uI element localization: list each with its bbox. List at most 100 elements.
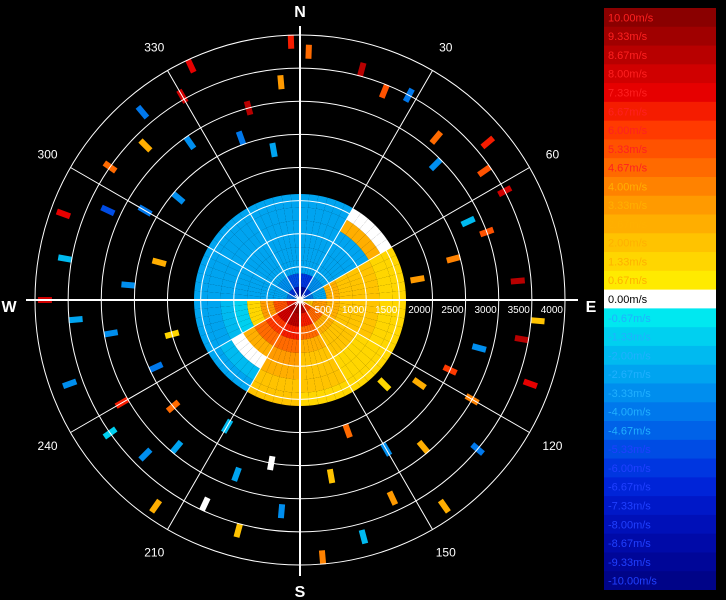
velocity-bin [362, 317, 377, 328]
colorbar-swatch [604, 421, 716, 441]
velocity-echo [57, 254, 73, 263]
velocity-bin [330, 340, 343, 355]
velocity-bin [300, 300, 305, 313]
velocity-bin [231, 254, 246, 267]
velocity-bin [311, 221, 321, 237]
velocity-bin [234, 337, 250, 352]
azimuth-spoke [299, 299, 530, 433]
velocity-bin [328, 262, 341, 275]
velocity-bin [275, 376, 287, 392]
colorbar-swatch [604, 514, 716, 535]
velocity-bin [268, 374, 280, 390]
velocity-bin [233, 294, 248, 300]
velocity-bin [273, 293, 288, 298]
velocity-bin [224, 345, 240, 360]
velocity-bin [281, 279, 292, 291]
velocity-bin [307, 278, 318, 290]
velocity-echo [326, 468, 336, 484]
velocity-bin [309, 308, 321, 319]
velocity-bin [357, 260, 373, 273]
velocity-bin [245, 257, 260, 270]
velocity-bin [337, 334, 351, 347]
velocity-echo [446, 254, 462, 264]
colorbar-label: 8.67m/s [608, 50, 648, 62]
colorbar-label: -8.00m/s [608, 519, 651, 531]
velocity-bin [247, 290, 261, 297]
velocity-bin [349, 313, 364, 323]
velocity-bin [279, 363, 289, 379]
velocity-bin [351, 282, 366, 291]
velocity-echo [169, 439, 184, 455]
velocity-echo [185, 58, 197, 74]
colorbar-swatch [604, 571, 716, 590]
velocity-bin [223, 272, 238, 283]
velocity-bin [247, 300, 261, 305]
velocity-bin [284, 277, 294, 290]
colorbar-label: 6.67m/s [608, 106, 648, 118]
velocity-bin [339, 295, 353, 300]
velocity-echo [235, 130, 247, 146]
velocity-bin [277, 336, 287, 350]
velocity-bin [239, 342, 254, 357]
velocity-bin [305, 220, 314, 235]
colorbar-swatch [604, 158, 716, 178]
velocity-bin [237, 318, 252, 328]
velocity-bin [268, 210, 280, 226]
velocity-bin [300, 339, 305, 353]
colorbar-label: 7.33m/s [608, 87, 648, 99]
velocity-bin [303, 274, 310, 288]
velocity-echo [386, 490, 399, 506]
velocity-bin [273, 302, 288, 307]
velocity-bin [234, 282, 249, 291]
velocity-bin [312, 288, 325, 296]
velocity-bin [300, 220, 307, 235]
colorbar-label: 10.00m/s [608, 12, 654, 24]
velocity-bin [207, 306, 222, 317]
colorbar-swatch [604, 402, 716, 422]
velocity-bin [275, 305, 289, 314]
velocity-bin [340, 257, 355, 270]
velocity-bin [310, 248, 319, 263]
velocity-bin [227, 327, 243, 340]
velocity-bin [207, 283, 222, 294]
velocity-bin [286, 220, 295, 235]
velocity-bin [288, 275, 296, 288]
velocity-echo [305, 44, 312, 59]
velocity-bin [256, 265, 270, 278]
velocity-bin [275, 208, 287, 224]
velocity-bin [269, 254, 281, 268]
velocity-bin [303, 247, 310, 261]
velocity-bin [220, 305, 235, 314]
velocity-bin [272, 362, 283, 377]
colorbar-swatch [604, 120, 716, 140]
velocity-bin [260, 357, 273, 373]
velocity-echo [471, 343, 487, 353]
velocity-bin [274, 303, 288, 310]
velocity-echo [377, 377, 392, 392]
colorbar-label: 2.00m/s [608, 238, 648, 250]
velocity-bin [302, 273, 307, 288]
velocity-bin [313, 295, 327, 299]
azimuth-label: 240 [38, 439, 58, 453]
velocity-bin [311, 286, 325, 295]
colorbar-label: 2.67m/s [608, 219, 648, 231]
azimuth-spoke [299, 70, 433, 301]
velocity-bin [277, 306, 290, 316]
velocity-bin [334, 316, 349, 327]
velocity-bin [342, 346, 357, 361]
velocity-bin [346, 243, 361, 258]
velocity-bin [257, 245, 270, 260]
velocity-bin [210, 320, 226, 332]
velocity-echo [416, 439, 431, 455]
colorbar-swatch [604, 289, 716, 309]
velocity-bin [354, 254, 369, 267]
velocity-bin [253, 337, 266, 351]
velocity-bin [322, 239, 334, 255]
velocity-bin [311, 363, 321, 379]
velocity-bin [247, 306, 262, 314]
velocity-bin [337, 350, 352, 366]
velocity-bin [225, 266, 240, 278]
velocity-bin [254, 269, 268, 281]
velocity-echo [429, 130, 444, 145]
velocity-bin [225, 322, 240, 334]
